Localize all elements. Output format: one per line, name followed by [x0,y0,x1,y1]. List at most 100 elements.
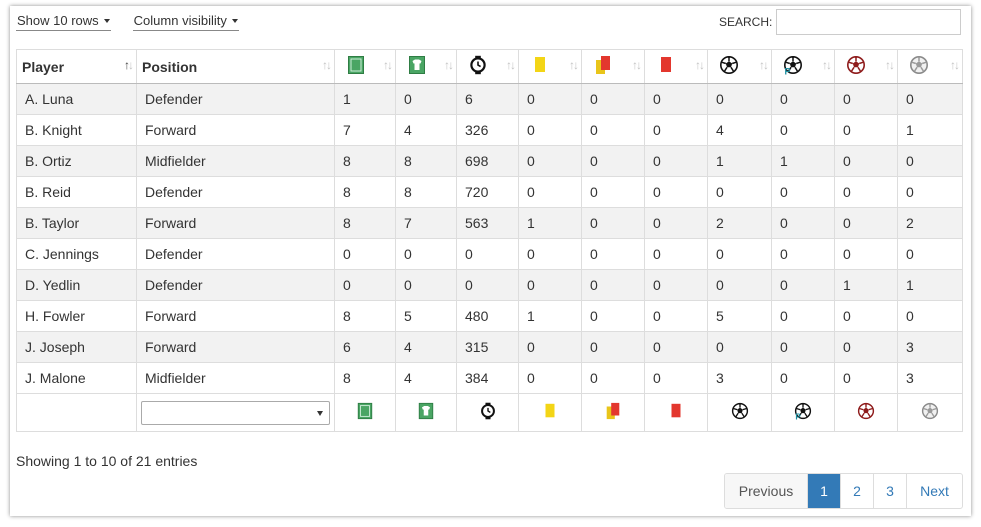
stat-cell: 8 [334,176,396,208]
column-header-games-played[interactable]: ↑↓ [334,49,396,84]
column-header-goals[interactable]: ↑↓ [707,49,772,84]
sort-icon[interactable]: ↑↓ [632,58,642,72]
stat-cell: 0 [707,331,772,363]
column-visibility-dropdown[interactable]: Column visibility [132,13,239,31]
stat-cell: 0 [581,145,645,177]
stat-cell: 0 [518,145,582,177]
table-row[interactable]: J. Joseph Forward 6 4 315 0 0 0 0 0 0 3 [16,331,963,363]
sort-icon[interactable]: ↑↓ [444,58,454,72]
stat-cell: 4 [395,114,457,146]
column-header-own-goals[interactable]: ↑↓ [834,49,898,84]
stat-cell: 1 [771,145,835,177]
table-row[interactable]: A. Luna Defender 1 0 6 0 0 0 0 0 0 0 [16,83,963,115]
stat-cell: 8 [334,300,396,332]
column-header-yellow-card[interactable]: ↑↓ [518,49,582,84]
player-cell: B. Knight [16,114,137,146]
stat-cell: 0 [834,362,898,394]
assists-icon [921,402,939,423]
stat-cell: 0 [581,207,645,239]
column-header-player[interactable]: Player ↑↓ [16,49,137,84]
stat-cell: 0 [771,114,835,146]
stat-cell: 0 [644,238,708,270]
column-header-penalty-goals[interactable]: P ↑↓ [771,49,835,84]
search-input[interactable] [776,9,961,35]
sort-icon[interactable]: ↑↓ [383,58,393,72]
second-yellow-card-icon [593,55,613,78]
stat-cell: 8 [334,145,396,177]
stat-cell: 0 [771,300,835,332]
position-filter-cell [136,393,335,432]
next-page-button[interactable]: Next [906,474,962,508]
table-row[interactable]: B. Knight Forward 7 4 326 0 0 0 4 0 0 1 [16,114,963,146]
sort-icon[interactable]: ↑↓ [759,58,769,72]
column-header-position[interactable]: Position ↑↓ [136,49,335,84]
page-3-button[interactable]: 3 [873,474,906,508]
player-filter-cell[interactable] [16,393,137,432]
stat-cell: 1 [834,269,898,301]
stat-cell: 0 [834,238,898,270]
sort-icon[interactable]: ↑↓ [322,58,332,72]
stat-cell: 0 [581,176,645,208]
page-2-button[interactable]: 2 [840,474,873,508]
filter-cell: P [771,393,835,432]
caret-down-icon [103,18,110,23]
sort-icon[interactable]: ↑↓ [506,58,516,72]
sort-icon[interactable]: ↑↓ [885,58,895,72]
filter-cell [518,393,582,432]
player-cell: A. Luna [16,83,137,115]
stat-cell: 0 [834,114,898,146]
table-row[interactable]: B. Taylor Forward 8 7 563 1 0 0 2 0 0 2 [16,207,963,239]
sort-asc-icon[interactable]: ↑↓ [124,58,134,72]
column-header-assists[interactable]: ↑↓ [897,49,963,84]
sort-icon[interactable]: ↑↓ [950,58,960,72]
stat-cell: 0 [334,238,396,270]
position-cell: Forward [136,207,335,239]
stat-cell: 0 [395,269,457,301]
stat-cell: 0 [581,331,645,363]
penalty-goals-icon: P [783,55,803,78]
stat-cell: 0 [834,207,898,239]
stat-cell: 326 [456,114,519,146]
stat-cell: 0 [771,362,835,394]
stat-cell: 1 [897,114,963,146]
position-filter-select[interactable] [141,400,330,425]
column-header-second-yellow-card[interactable]: ↑↓ [581,49,645,84]
previous-page-button[interactable]: Previous [725,474,807,508]
player-cell: C. Jennings [16,238,137,270]
stat-cell: 0 [771,331,835,363]
position-cell: Forward [136,300,335,332]
filter-cell [707,393,772,432]
show-rows-dropdown[interactable]: Show 10 rows [16,13,111,31]
page-1-button[interactable]: 1 [807,474,840,508]
penalty-goals-icon: P [794,402,812,423]
sort-icon[interactable]: ↑↓ [569,58,579,72]
table-row[interactable]: H. Fowler Forward 8 5 480 1 0 0 5 0 0 0 [16,300,963,332]
games-played-icon [346,55,366,78]
position-cell: Forward [136,331,335,363]
stat-cell: 4 [395,331,457,363]
games-played-icon [356,402,374,423]
table-row[interactable]: C. Jennings Defender 0 0 0 0 0 0 0 0 0 0 [16,238,963,270]
header-row: Player ↑↓ Position ↑↓ ↑↓ ↑↓ ↑↓ ↑↓ ↑↓ ↑↓ ↑↓ P ↑↓ ↑↓ ↑↓ [16,49,963,84]
stat-cell: 0 [707,176,772,208]
table-row[interactable]: B. Ortiz Midfielder 8 8 698 0 0 0 1 1 0 0 [16,145,963,177]
stat-cell: 6 [456,83,519,115]
stat-cell: 8 [334,362,396,394]
table-row[interactable]: J. Malone Midfielder 8 4 384 0 0 0 3 0 0 3 [16,362,963,394]
table-row[interactable]: B. Reid Defender 8 8 720 0 0 0 0 0 0 0 [16,176,963,208]
column-header-label: Position [142,58,198,75]
stat-cell: 5 [707,300,772,332]
stat-cell: 0 [518,238,582,270]
goals-icon [731,402,749,423]
column-header-red-card[interactable]: ↑↓ [644,49,708,84]
table-row[interactable]: D. Yedlin Defender 0 0 0 0 0 0 0 0 1 1 [16,269,963,301]
sort-icon[interactable]: ↑↓ [822,58,832,72]
yellow-card-icon [541,402,559,423]
column-header-games-started[interactable]: ↑↓ [395,49,457,84]
sort-icon[interactable]: ↑↓ [695,58,705,72]
table-body: A. Luna Defender 1 0 6 0 0 0 0 0 0 0 B. Knight Forwar… [16,83,963,394]
stat-cell: 698 [456,145,519,177]
column-header-minutes[interactable]: ↑↓ [456,49,519,84]
stat-cell: 7 [334,114,396,146]
table-toolbar: Show 10 rows Column visibility [16,13,239,31]
